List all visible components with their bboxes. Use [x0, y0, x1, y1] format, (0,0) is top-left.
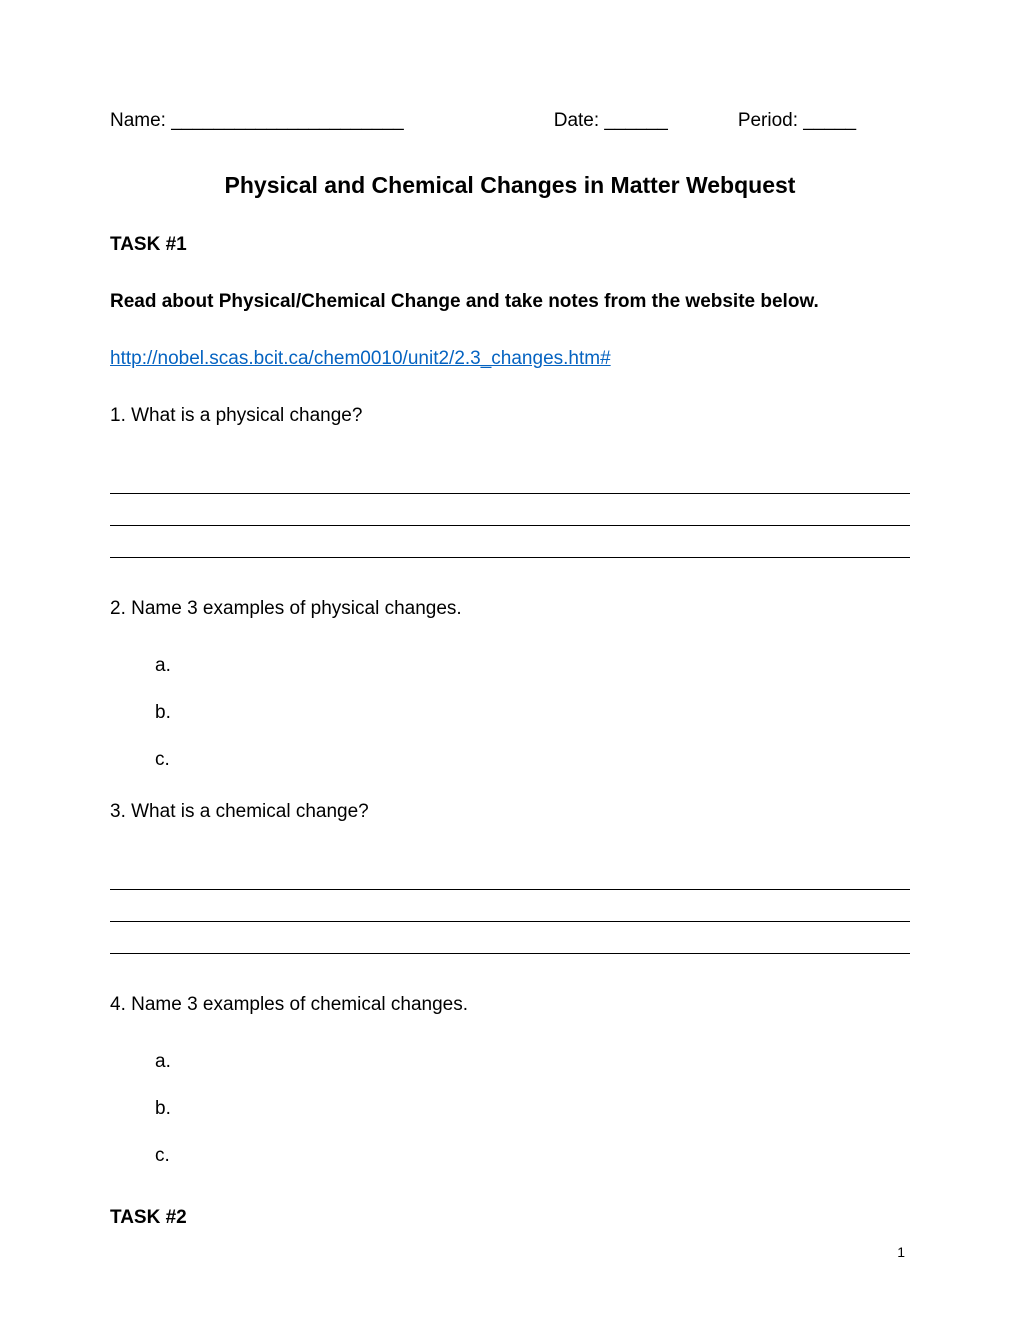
q2-item-a: a. — [155, 655, 910, 677]
q4-item-c: c. — [155, 1145, 910, 1167]
task1-instruction: Read about Physical/Chemical Change and … — [110, 291, 910, 313]
answer-line — [110, 858, 910, 890]
page-number: 1 — [897, 1244, 905, 1260]
answer-line — [110, 494, 910, 526]
task1-heading: TASK #1 — [110, 234, 910, 256]
q4-item-b: b. — [155, 1098, 910, 1120]
q1-answer-lines — [110, 462, 910, 558]
q2-item-b: b. — [155, 702, 910, 724]
q4-item-a: a. — [155, 1051, 910, 1073]
header-row: Name: ______________________ Date: _____… — [110, 110, 910, 132]
question-3: 3. What is a chemical change? — [110, 801, 910, 823]
q2-item-c: c. — [155, 749, 910, 771]
date-field-label: Date: ______ — [554, 110, 668, 132]
q2-sublist: a. b. c. — [155, 655, 910, 771]
q3-answer-lines — [110, 858, 910, 954]
question-1: 1. What is a physical change? — [110, 405, 910, 427]
answer-line — [110, 922, 910, 954]
question-4: 4. Name 3 examples of chemical changes. — [110, 994, 910, 1016]
question-2: 2. Name 3 examples of physical changes. — [110, 598, 910, 620]
answer-line — [110, 462, 910, 494]
worksheet-title: Physical and Chemical Changes in Matter … — [110, 172, 910, 199]
q4-sublist: a. b. c. — [155, 1051, 910, 1167]
task2-heading: TASK #2 — [110, 1207, 910, 1229]
task1-link[interactable]: http://nobel.scas.bcit.ca/chem0010/unit2… — [110, 348, 910, 370]
answer-line — [110, 890, 910, 922]
name-field-label: Name: ______________________ — [110, 110, 404, 132]
period-field-label: Period: _____ — [738, 110, 856, 132]
answer-line — [110, 526, 910, 558]
